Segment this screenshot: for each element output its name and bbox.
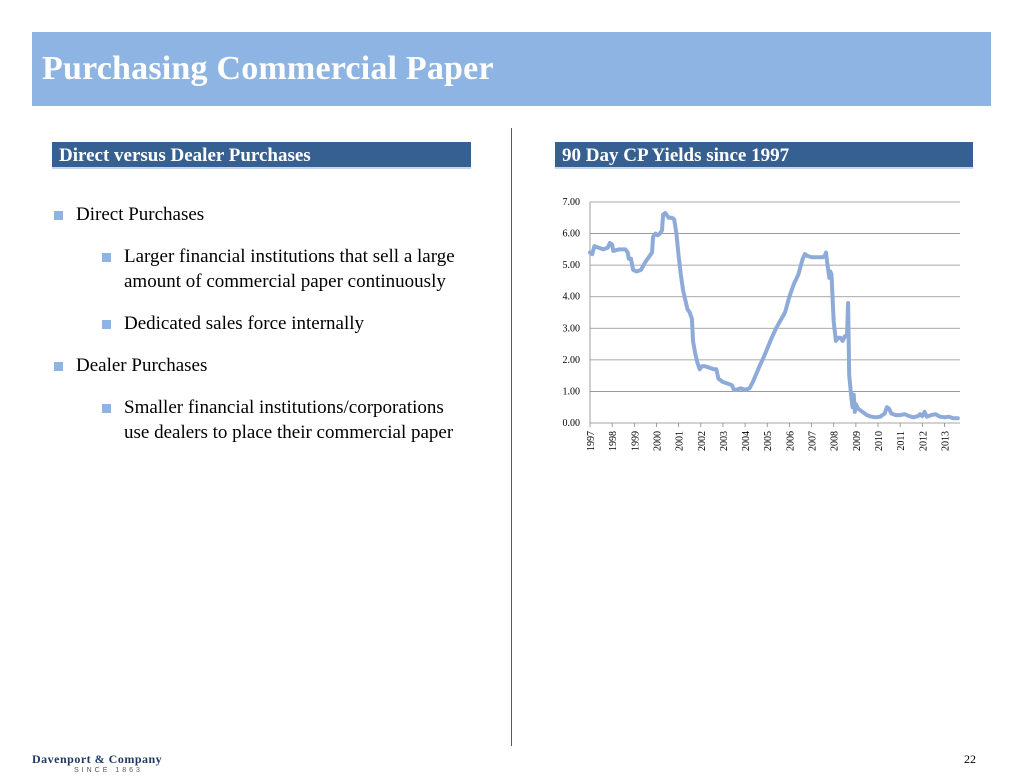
x-tick-label: 2011 [896, 431, 907, 451]
bullet-square-icon [102, 320, 111, 329]
bullet-text: Smaller financial institutions/corporati… [124, 397, 454, 443]
x-tick-label: 2006 [785, 431, 796, 451]
company-logo: Davenport & Company SINCE 1863 [32, 752, 162, 774]
y-tick-label: 5.00 [563, 260, 581, 271]
bullet-square-icon [54, 362, 63, 371]
x-tick-label: 1998 [608, 431, 619, 451]
x-tick-label: 2000 [652, 431, 663, 451]
bullet-square-icon [102, 404, 111, 413]
x-tick-label: 2013 [940, 431, 951, 451]
company-since: SINCE 1863 [74, 767, 143, 774]
bullet-dealer-purchases: Dealer Purchases [52, 353, 472, 378]
bullet-square-icon [102, 253, 111, 262]
column-divider [511, 128, 512, 746]
sub-bullet-sales-force: Dedicated sales force internally [52, 311, 472, 336]
x-tick-label: 2010 [874, 431, 885, 451]
x-tick-label: 2004 [741, 431, 752, 451]
y-tick-label: 2.00 [563, 355, 581, 366]
bullet-text: Direct Purchases [76, 204, 205, 225]
sub-bullet-larger-institutions: Larger financial institutions that sell … [52, 244, 472, 294]
bullet-text: Dealer Purchases [76, 355, 208, 376]
y-tick-label: 1.00 [563, 386, 581, 397]
chart-section-header: 90 Day CP Yields since 1997 [555, 142, 973, 169]
y-tick-label: 7.00 [563, 197, 581, 208]
bullet-direct-purchases: Direct Purchases [52, 202, 472, 227]
sub-bullet-smaller-institutions: Smaller financial institutions/corporati… [52, 395, 472, 445]
bullet-square-icon [54, 211, 63, 220]
y-tick-label: 0.00 [563, 418, 581, 429]
series-line [588, 211, 960, 421]
y-tick-label: 6.00 [563, 229, 581, 240]
cp-yield-chart: 0.00 1.00 2.00 3.00 4.00 5.00 6.00 7.00 1997 1998… [563, 197, 960, 451]
left-section-header: Direct versus Dealer Purchases [52, 142, 471, 169]
x-tick-label: 2009 [852, 431, 863, 451]
company-name: Davenport & Company [32, 752, 163, 766]
y-tick-label: 3.00 [563, 323, 581, 334]
slide-title: Purchasing Commercial Paper [42, 50, 494, 87]
page-number: 22 [964, 752, 976, 766]
x-tick-label: 2012 [918, 431, 929, 451]
x-tick-label: 1997 [586, 431, 597, 451]
x-tick-label: 2003 [719, 431, 730, 451]
y-tick-label: 4.00 [563, 292, 581, 303]
x-tick-label: 2007 [808, 431, 819, 451]
x-tick-label: 2008 [830, 431, 841, 451]
x-tick-label: 2001 [675, 431, 686, 451]
x-tick-label: 2002 [697, 431, 708, 451]
bullet-list: Direct Purchases Larger financial instit… [52, 202, 472, 462]
bullet-text: Dedicated sales force internally [124, 313, 365, 334]
bullet-text: Larger financial institutions that sell … [124, 246, 455, 292]
x-tick-label: 1999 [630, 431, 641, 451]
x-tick-label: 2005 [763, 431, 774, 451]
title-bar: Purchasing Commercial Paper [32, 32, 991, 106]
